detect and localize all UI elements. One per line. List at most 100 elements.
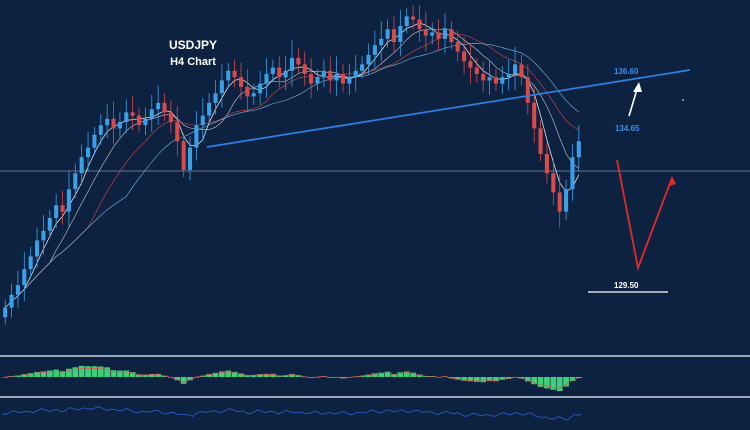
candle-body — [513, 64, 518, 74]
trendline — [206, 69, 691, 148]
candle-body — [430, 32, 435, 36]
candle-body — [391, 29, 397, 42]
candle-body — [353, 70, 358, 78]
macd-bar — [486, 377, 493, 382]
macd-bar — [187, 377, 193, 381]
macd-bar — [66, 368, 72, 377]
macd-bar — [416, 374, 423, 377]
macd-bar — [129, 372, 136, 377]
candle-body — [238, 77, 244, 87]
macd-bar — [391, 374, 397, 377]
macd-bar — [524, 377, 531, 382]
macd-bar — [340, 377, 346, 379]
candle-body — [130, 112, 135, 116]
macd-bar — [448, 377, 455, 379]
candle-body — [442, 29, 448, 39]
chart-title-symbol: USDJPY — [169, 38, 217, 52]
macd-bar — [97, 366, 104, 377]
macd-bar — [518, 377, 525, 379]
candle-body — [200, 115, 205, 126]
candle-body — [264, 74, 269, 84]
macd-bar — [499, 377, 506, 380]
macd-bar — [365, 374, 372, 377]
candle-body — [347, 77, 352, 84]
macd-bar — [78, 365, 85, 377]
candle-body — [277, 67, 282, 78]
candle-body — [366, 54, 371, 65]
macd-bar — [148, 374, 155, 377]
macd-bar — [480, 377, 487, 383]
macd-bar — [454, 377, 461, 380]
candle-body — [570, 157, 575, 190]
oscillator — [1, 406, 583, 421]
candles — [3, 5, 581, 325]
candle-body — [213, 93, 218, 103]
candle-body — [232, 70, 237, 78]
candle-body — [66, 189, 71, 212]
level-label-reference: 134.65 — [615, 124, 640, 133]
macd-bar — [231, 371, 238, 377]
candle-body — [15, 285, 20, 295]
macd-bar — [378, 372, 385, 377]
marker-dot — [682, 99, 684, 101]
macd-bar — [403, 371, 410, 377]
macd-bar — [34, 371, 40, 377]
candle-body — [372, 45, 377, 55]
candle-body — [270, 67, 275, 74]
macd-bar — [467, 377, 474, 382]
macd-bar — [397, 372, 404, 377]
macd-bar — [21, 374, 28, 377]
macd-bar — [27, 373, 34, 377]
macd-bar — [15, 375, 21, 377]
level-label-resistance: 136.60 — [614, 67, 639, 76]
candle-body — [226, 70, 231, 81]
macd-bar — [206, 373, 213, 377]
candle-body — [423, 29, 428, 36]
candle-body — [54, 205, 59, 218]
candle-body — [35, 240, 40, 257]
candle-body — [289, 58, 295, 71]
candle-body — [92, 134, 97, 148]
macd-bar — [282, 375, 289, 377]
candle-body — [576, 141, 581, 158]
macd-bar — [556, 377, 563, 391]
candle-body — [481, 74, 486, 81]
candle-body — [411, 16, 416, 20]
candle-body — [86, 147, 91, 158]
candle-body — [156, 102, 161, 110]
macd-bar — [46, 370, 53, 377]
candle-body — [47, 218, 52, 231]
oscillator-line — [1, 406, 583, 421]
candle-body — [487, 77, 492, 81]
macd-bar — [53, 369, 60, 377]
macd-bar — [212, 372, 219, 377]
candle-body — [544, 154, 549, 174]
candle-body — [41, 230, 46, 241]
candle-body — [551, 173, 556, 193]
candle-body — [321, 70, 326, 78]
macd-bar — [505, 377, 512, 379]
candle-body — [79, 157, 84, 174]
macd-bar — [85, 366, 91, 377]
candle-body — [181, 141, 186, 170]
candle-body — [124, 112, 129, 122]
macd-bar — [263, 373, 270, 377]
candle-body — [283, 70, 288, 78]
macd-bar — [544, 377, 550, 389]
candle-body — [28, 256, 33, 270]
candle-body — [564, 189, 569, 212]
candle-body — [162, 102, 167, 113]
candle-body — [404, 16, 409, 26]
candle-body — [525, 77, 530, 103]
macd-bar — [244, 375, 251, 377]
candle-body — [532, 102, 537, 129]
macd-bar — [2, 377, 9, 378]
macd-bar — [563, 377, 569, 387]
candle-body — [168, 112, 173, 122]
macd-bar — [110, 370, 117, 377]
candle-body — [493, 77, 498, 84]
candle-body — [462, 51, 467, 62]
macd-bar — [174, 377, 181, 381]
macd-bar — [225, 370, 232, 377]
